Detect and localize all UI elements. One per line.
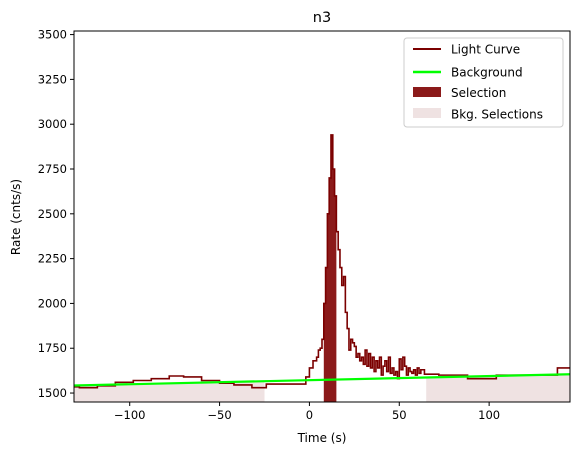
- y-axis-label: Rate (cnts/s): [9, 179, 23, 255]
- bkg-selection-regions: [74, 374, 570, 402]
- y-tick-label: 1750: [38, 341, 67, 355]
- legend-background-label: Background: [451, 66, 523, 80]
- y-tick-label: 2250: [38, 252, 67, 266]
- x-tick-label: 50: [392, 408, 407, 422]
- selection-region: [323, 134, 337, 402]
- x-tick-label: 0: [306, 408, 313, 422]
- x-tick-label: −100: [114, 408, 146, 422]
- chart-title: n3: [313, 10, 331, 26]
- plot-frame: [73, 30, 571, 403]
- y-tick-label: 2000: [38, 296, 67, 310]
- y-tick-label: 2500: [38, 207, 67, 221]
- y-tick-label: 3250: [38, 72, 67, 86]
- selection-fill: [323, 134, 337, 402]
- light-curve-line: [74, 134, 570, 389]
- x-axis-label: Time (s): [297, 431, 347, 445]
- legend: Light Curve Background Selection Bkg. Se…: [403, 37, 564, 128]
- axes-frame: [73, 30, 571, 403]
- x-tick-label: 100: [478, 408, 500, 422]
- legend-selection-swatch: [413, 87, 441, 97]
- x-tick-label: −50: [207, 408, 231, 422]
- legend-selection-label: Selection: [451, 86, 506, 100]
- bkg-selection-region: [426, 374, 570, 402]
- background-line: [73, 373, 571, 387]
- legend-box: [403, 37, 564, 128]
- y-tick-label: 1500: [38, 386, 67, 400]
- y-tick-label: 3000: [38, 117, 67, 131]
- bkg-selection-region: [74, 381, 265, 402]
- legend-light-curve-label: Light Curve: [451, 43, 520, 57]
- light-curve-series: [74, 134, 570, 389]
- x-axis-ticks: −100 −50 0 50 100: [114, 402, 500, 422]
- background-series: [73, 373, 571, 387]
- legend-bkg-selections-label: Bkg. Selections: [451, 108, 543, 122]
- legend-bkg-selections-swatch: [413, 108, 441, 118]
- y-tick-label: 2750: [38, 162, 67, 176]
- y-axis-ticks: 1500 1750 2000 2250 2500 2750 3000 3250 3500: [38, 28, 74, 400]
- y-tick-label: 3500: [38, 28, 67, 42]
